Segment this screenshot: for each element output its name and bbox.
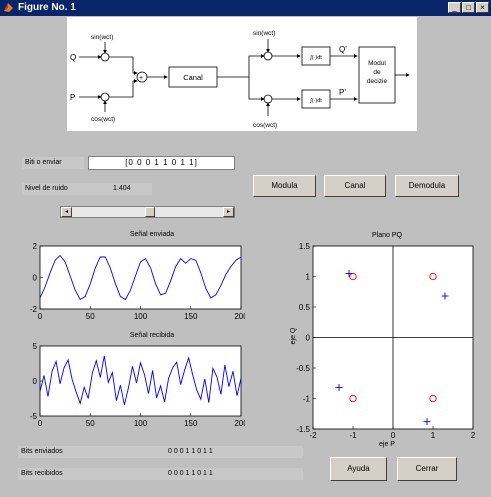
pq-ytick-label: 1 [306,273,311,282]
ayuda-button[interactable]: Ayuda [330,457,387,481]
received-ytick-label: -5 [30,412,38,421]
demodula-button[interactable]: Demodula [395,175,459,197]
pq-ytick-label: -1.5 [296,425,310,434]
received-bits-label: Bits recibidos [21,470,63,477]
pq-received-point [423,418,431,426]
pq-xtick-label: -1 [349,431,357,440]
modula-button[interactable]: Modula [253,175,316,197]
demod-sin-label: sin(wct) [253,30,275,37]
pq-ideal-point [429,272,437,281]
output-p-label: P' [339,88,346,97]
pq-xlabel: eje P [379,441,395,448]
sent-signal-svg: Señal enviada 050100150200-202 [30,231,248,321]
pq-received-point [441,292,449,300]
sent-signal-chart: Señal enviada 050100150200-202 [30,224,248,324]
sent-xtick-label: 0 [38,312,43,321]
pq-ytick-label: 0 [306,334,311,343]
input-q-label: Q [70,53,76,62]
block-diagram: Q P sin(wct) cos(wct) + Canal sin(wct) c… [67,17,417,131]
sent-ytick-label: 0 [33,274,38,283]
noise-label: Nivel de ruido [22,183,152,195]
pq-xtick-label: 2 [471,431,476,440]
pq-ytick-label: -1 [303,395,311,404]
received-ytick-label: 5 [33,342,38,351]
sent-ytick-label: 2 [33,242,38,251]
sent-bits-row: Bits enviados 0 0 0 1 1 0 1 1 [18,446,303,458]
osc-sin-label: sin(wct) [91,34,113,41]
slider-left-arrow-icon[interactable]: ◂ [61,207,72,217]
pq-ylabel: eje Q [290,327,297,344]
demod-cos-label: cos(wct) [253,122,277,129]
received-signal-chart: Señal recibida 050100150200-505 [30,324,248,432]
output-q-label: Q' [339,45,347,54]
matlab-logo-icon [4,3,13,12]
sent-series-line [39,254,242,301]
block-diagram-svg: Q P sin(wct) cos(wct) + Canal sin(wct) c… [70,30,410,129]
pq-plane-chart: Plano PQ eje P eje Q -2 -1 0 1 2 -1.5 -1 -0.5 0 0… [283,224,483,448]
decision-label-3: decizie [367,78,388,85]
pq-ideal-point [349,272,357,281]
pq-ideal-point [349,394,357,403]
decision-label-2: de [373,69,381,76]
received-xtick-label: 100 [134,419,148,428]
pq-received-point [335,384,343,392]
title-bar: Figure No. 1 _ □ × [0,0,491,16]
pq-plane-title: Plano PQ [372,232,403,239]
pq-xtick-label: 1 [431,431,436,440]
slider-right-arrow-icon[interactable]: ▸ [223,207,234,217]
sum-symbol: + [139,75,143,82]
pq-xtick-label: -2 [309,431,317,440]
received-xtick-label: 0 [38,419,43,428]
pq-ideal-point [429,394,437,403]
integrator-top-label: ∫(·)dt [309,55,322,61]
slider-thumb[interactable] [145,207,156,217]
sent-xtick-label: 200 [234,312,245,321]
pq-ytick-label: -0.5 [296,364,310,373]
osc-cos-label: cos(wct) [91,116,115,123]
pq-plane-svg: Plano PQ eje P eje Q -2 -1 0 1 2 -1.5 -1 -0.5 0 0… [290,232,476,448]
noise-slider[interactable]: ◂ ▸ [60,206,235,218]
sent-bits-value: 0 0 0 1 1 0 1 1 [168,448,213,455]
received-xtick-label: 50 [86,419,95,428]
maximize-button[interactable]: □ [462,2,475,13]
received-signal-title: Señal recibida [130,332,174,339]
sent-axes-box [39,245,242,310]
window-title: Figure No. 1 [18,2,76,13]
bits-label: Biti o enviar [22,157,84,169]
channel-label: Canal [183,73,203,82]
close-button[interactable]: × [476,2,489,13]
pq-received-point [345,269,353,277]
sent-xtick-label: 50 [86,312,95,321]
sent-xtick-label: 150 [184,312,198,321]
cerrar-button[interactable]: Cerrar [397,457,457,481]
sent-bits-label: Bits enviados [21,448,63,455]
decision-label-1: Modul [368,60,386,67]
received-bits-row: Bits recibidos 0 0 0 1 1 0 1 1 [18,468,303,480]
received-axes-box [39,345,242,417]
sent-ytick-label: -2 [30,305,38,314]
integrator-bottom-label: ∫(·)dt [309,98,322,104]
received-ytick-label: 0 [33,377,38,386]
input-p-label: P [70,93,75,102]
received-bits-value: 0 0 0 1 1 0 1 1 [168,470,213,477]
canal-button[interactable]: Canal [324,175,386,197]
sent-signal-title: Señal enviada [130,231,174,238]
pq-ytick-label: 0.5 [299,303,311,312]
bits-input[interactable]: [0 0 0 1 1 0 1 1] [88,156,235,170]
pq-ytick-label: 1.5 [299,242,311,251]
received-series-line [39,355,242,405]
received-signal-svg: Señal recibida 050100150200-505 [30,332,248,428]
received-xtick-label: 200 [234,419,245,428]
noise-value: 1.404 [113,185,131,192]
pq-xtick-label: 0 [391,431,396,440]
minimize-button[interactable]: _ [448,2,461,13]
received-xtick-label: 150 [184,419,198,428]
sent-xtick-label: 100 [134,312,148,321]
